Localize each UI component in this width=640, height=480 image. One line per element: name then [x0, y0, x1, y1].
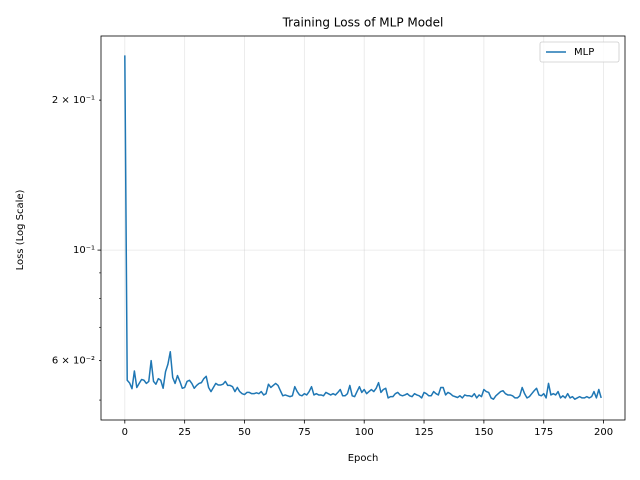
x-tick-label: 200: [594, 427, 613, 438]
y-axis-label: Loss (Log Scale): [15, 189, 26, 270]
axes-frame: [100, 35, 626, 421]
y-tick-label: 10⁻¹: [73, 245, 95, 256]
y-tick-label: 6 × 10⁻²: [52, 356, 95, 367]
y-tick-label: 2 × 10⁻¹: [52, 95, 95, 106]
x-tick-label: 75: [298, 427, 311, 438]
x-tick-label: 0: [122, 427, 128, 438]
x-tick-label: 100: [355, 427, 374, 438]
data-line: [124, 55, 602, 400]
x-tick-label: 175: [534, 427, 553, 438]
legend-box: [539, 41, 620, 63]
legend-label: MLP: [574, 47, 594, 58]
chart-title: Training Loss of MLP Model: [282, 16, 444, 30]
x-axis-label: Epoch: [348, 453, 379, 464]
x-tick-label: 125: [414, 427, 433, 438]
x-tick-label: 25: [178, 427, 191, 438]
x-tick-label: 50: [238, 427, 251, 438]
x-tick-label: 150: [474, 427, 493, 438]
